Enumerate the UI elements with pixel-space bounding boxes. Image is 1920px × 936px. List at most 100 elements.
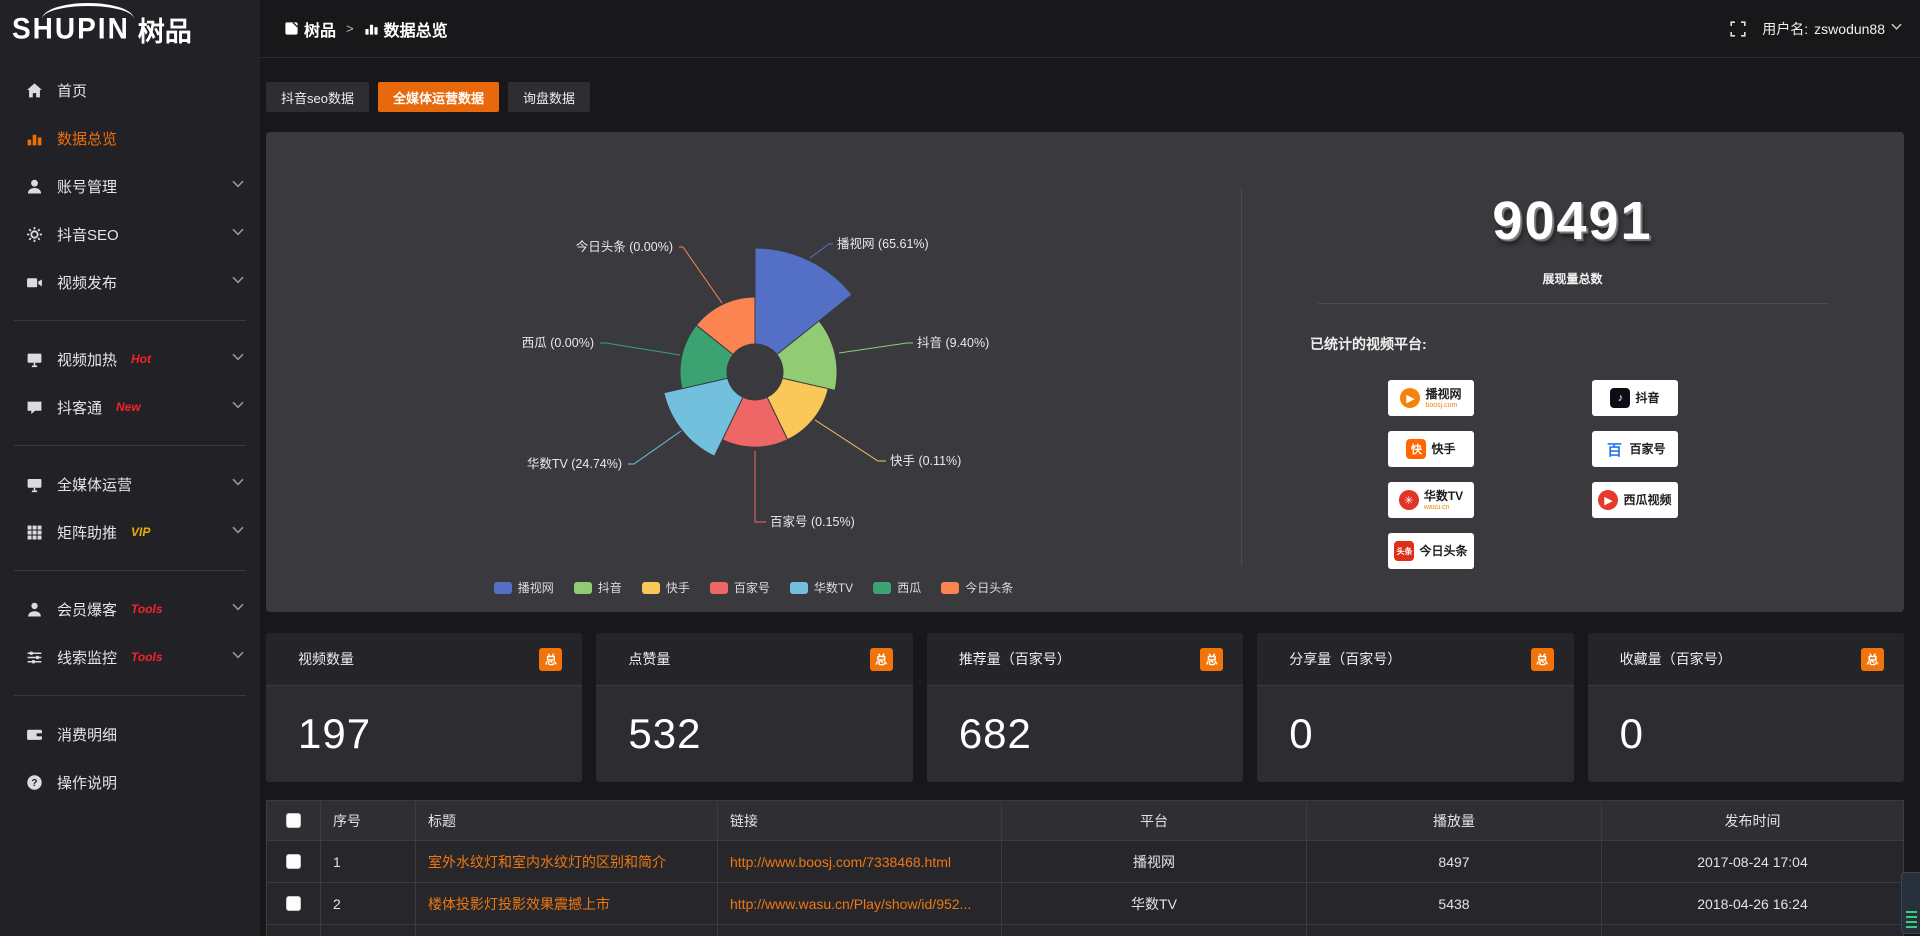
grid-icon — [26, 524, 43, 541]
platform-badge-domain: boosj.com — [1425, 401, 1458, 409]
summary-section: 90491 展现量总数 已统计的视频平台: ▶ 播视网 boosj.com ♪ 抖音快快… — [1241, 132, 1904, 612]
sidebar-item-全媒体运营[interactable]: 全媒体运营 — [0, 460, 260, 508]
cell-link: http://www.wasu.cn/Play/show/id/952... — [717, 882, 1002, 925]
chevron-down-icon — [1891, 23, 1902, 34]
camera-icon — [26, 274, 43, 291]
pie-slice-华数TV[interactable] — [663, 377, 744, 457]
stat-card-header: 视频数量 总 — [266, 633, 583, 686]
legend-item-百家号[interactable]: 百家号 — [709, 579, 770, 596]
video-title-link[interactable]: 室外水纹灯和室内水纹灯的区别和简介 — [428, 853, 666, 870]
topbar-right: 用户名: zswodun88 — [1730, 19, 1902, 39]
monitor-icon — [26, 476, 43, 493]
sidebar-item-会员爆客[interactable]: 会员爆客 Tools — [0, 585, 260, 633]
legend-item-今日头条[interactable]: 今日头条 — [941, 579, 1013, 596]
sidebar-item-视频加热[interactable]: 视频加热 Hot — [0, 335, 260, 383]
home-icon — [26, 82, 43, 99]
chevron-down-icon — [232, 401, 244, 413]
table-row-clipped — [266, 924, 1904, 936]
legend-color-chip — [493, 581, 512, 594]
sidebar-item-label: 消费明细 — [57, 726, 118, 744]
tab-抖音seo数据[interactable]: 抖音seo数据 — [266, 82, 369, 112]
platform-badge-name: 今日头条 — [1419, 544, 1468, 558]
table-row: 2 楼体投影灯投影效果震撼上市 http://www.wasu.cn/Play/sh… — [266, 882, 1904, 925]
stat-card-分享量（百家号）: 分享量（百家号） 总 0 — [1257, 633, 1574, 782]
pie-slice-今日头条[interactable] — [695, 296, 756, 356]
legend-item-快手[interactable]: 快手 — [641, 579, 690, 596]
platform-badge-百家号: 百百家号 — [1592, 431, 1678, 467]
brand-logo: SHUPIN 树品 — [0, 0, 260, 58]
sidebar-item-tag: VIP — [131, 525, 151, 539]
sidebar-item-线索监控[interactable]: 线索监控 Tools — [0, 633, 260, 681]
sidebar-item-label: 操作说明 — [57, 774, 118, 792]
legend-item-播视网[interactable]: 播视网 — [493, 579, 554, 596]
sidebar-item-数据总览[interactable]: 数据总览 — [0, 114, 260, 162]
floating-widget[interactable] — [1901, 872, 1920, 934]
column-header-标题: 标题 — [415, 800, 718, 841]
sidebar-item-tag: Hot — [131, 352, 152, 366]
douyin-logo: ♪ — [1610, 388, 1631, 408]
sidebar-item-消费明细[interactable]: 消费明细 — [0, 710, 260, 758]
data-tabs: 抖音seo数据 全媒体运营数据 询盘数据 — [266, 82, 1904, 112]
cell-plays: 5438 — [1306, 882, 1602, 925]
legend-color-chip — [641, 581, 660, 594]
platform-badge-华数TV: ✳ 华数TV wasu.cn — [1388, 482, 1474, 518]
logo-arc-decoration — [42, 3, 134, 19]
breadcrumb-separator: > — [346, 21, 354, 36]
legend-color-chip — [789, 581, 808, 594]
total-badge: 总 — [1861, 647, 1885, 671]
sidebar-item-label: 矩阵助推 — [57, 524, 118, 542]
sidebar-divider — [14, 570, 246, 571]
chat-icon — [26, 399, 43, 416]
sidebar-item-抖客通[interactable]: 抖客通 New — [0, 383, 260, 431]
sidebar-item-视频发布[interactable]: 视频发布 — [0, 258, 260, 306]
username-value: zswodun88 — [1814, 20, 1885, 37]
sidebar-item-label: 视频加热 — [57, 351, 118, 369]
username-label: 用户名: — [1762, 20, 1809, 37]
tab-询盘数据[interactable]: 询盘数据 — [507, 82, 590, 112]
cell-title: 楼体投影灯投影效果震撼上市 — [415, 882, 718, 925]
label-leader-line — [809, 243, 833, 259]
tab-全媒体运营数据[interactable]: 全媒体运营数据 — [377, 82, 499, 112]
sidebar-divider — [14, 695, 246, 696]
label-leader-line — [679, 246, 723, 304]
pie-slice-播视网[interactable] — [754, 247, 853, 356]
stat-value: 0 — [1619, 710, 1644, 757]
stat-value: 682 — [958, 710, 1032, 757]
sidebar-item-label: 抖音SEO — [57, 226, 119, 244]
column-header-发布时间: 发布时间 — [1601, 800, 1904, 841]
chevron-down-icon — [232, 276, 244, 288]
sidebar-item-账号管理[interactable]: 账号管理 — [0, 162, 260, 210]
video-url-link[interactable]: http://www.boosj.com/7338468.html — [730, 853, 952, 870]
row-checkbox[interactable] — [286, 854, 301, 869]
select-all-checkbox[interactable] — [286, 813, 301, 828]
column-header-链接: 链接 — [717, 800, 1002, 841]
sidebar-item-操作说明[interactable]: ? 操作说明 — [0, 758, 260, 806]
video-url-link[interactable]: http://www.wasu.cn/Play/show/id/952... — [730, 895, 972, 912]
sidebar-item-矩阵助推[interactable]: 矩阵助推 VIP — [0, 508, 260, 556]
label-leader-line — [754, 451, 766, 523]
sidebar-item-label: 数据总览 — [57, 130, 118, 148]
chevron-down-icon — [232, 603, 244, 615]
legend-item-抖音[interactable]: 抖音 — [573, 579, 622, 596]
chevron-down-icon — [232, 228, 244, 240]
sidebar-item-首页[interactable]: 首页 — [0, 66, 260, 114]
total-badge: 总 — [1530, 647, 1554, 671]
user-menu[interactable]: 用户名: zswodun88 — [1762, 19, 1902, 39]
cell-platform: 播视网 — [1001, 840, 1307, 883]
sidebar-item-label: 全媒体运营 — [57, 476, 133, 494]
fullscreen-icon[interactable] — [1730, 20, 1746, 37]
sidebar-item-tag: New — [116, 400, 141, 414]
legend-label: 播视网 — [517, 581, 554, 595]
breadcrumb-item[interactable]: 树品 — [284, 17, 336, 41]
legend-item-西瓜[interactable]: 西瓜 — [873, 579, 921, 596]
breadcrumb-label: 树品 — [304, 22, 337, 40]
video-title-link[interactable]: 楼体投影灯投影效果震撼上市 — [428, 895, 610, 912]
member-icon — [26, 601, 43, 618]
legend-item-华数TV[interactable]: 华数TV — [789, 579, 853, 596]
sidebar-item-抖音SEO[interactable]: 抖音SEO — [0, 210, 260, 258]
platform-badge-今日头条: 头条 今日头条 — [1388, 533, 1474, 569]
pie-slice-抖音[interactable] — [776, 320, 838, 391]
rose-chart-section: 播视网 (65.61%) 抖音 (9.40%) 快手 (0.11%) 百家号 (0.1… — [266, 132, 1241, 612]
row-checkbox[interactable] — [286, 896, 301, 911]
breadcrumb-item[interactable]: 数据总览 — [364, 17, 448, 41]
